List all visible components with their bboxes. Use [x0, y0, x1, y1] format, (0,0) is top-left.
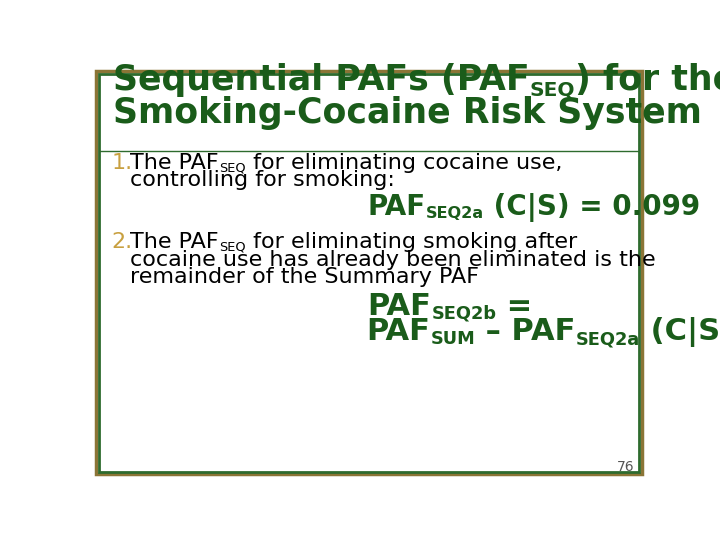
Text: SEQ: SEQ — [219, 241, 246, 254]
Text: Sequential PAFs (PAF: Sequential PAFs (PAF — [113, 63, 530, 97]
Text: =: = — [496, 292, 533, 321]
Text: SEQ2a: SEQ2a — [575, 330, 640, 348]
Text: (C|S) = 0.16 – 0.099 = 0.061: (C|S) = 0.16 – 0.099 = 0.061 — [640, 318, 720, 347]
Text: 76: 76 — [617, 461, 635, 474]
Text: 1.: 1. — [112, 153, 132, 173]
Text: – PAF: – PAF — [475, 318, 575, 347]
Text: for eliminating smoking after: for eliminating smoking after — [246, 232, 577, 252]
Text: SEQ2a: SEQ2a — [426, 206, 484, 221]
Text: SUM: SUM — [431, 330, 475, 348]
Text: SEQ2b: SEQ2b — [431, 305, 496, 323]
Text: SEQ: SEQ — [219, 161, 246, 174]
Text: for eliminating cocaine use,: for eliminating cocaine use, — [246, 153, 562, 173]
Text: PAF: PAF — [366, 318, 431, 347]
Text: Smoking-Cocaine Risk System: Smoking-Cocaine Risk System — [113, 96, 702, 130]
Text: The PAF: The PAF — [130, 232, 219, 252]
Text: SEQ: SEQ — [530, 80, 575, 99]
Text: remainder of the Summary PAF: remainder of the Summary PAF — [130, 267, 480, 287]
Text: PAF: PAF — [367, 193, 426, 221]
Text: The PAF: The PAF — [130, 153, 219, 173]
Text: (C|S) = 0.099: (C|S) = 0.099 — [484, 193, 700, 222]
Text: PAF: PAF — [367, 292, 431, 321]
Text: 2.: 2. — [112, 232, 132, 252]
Text: ) for the: ) for the — [575, 63, 720, 97]
Text: controlling for smoking:: controlling for smoking: — [130, 171, 395, 191]
Text: cocaine use has already been eliminated is the: cocaine use has already been eliminated … — [130, 250, 656, 270]
